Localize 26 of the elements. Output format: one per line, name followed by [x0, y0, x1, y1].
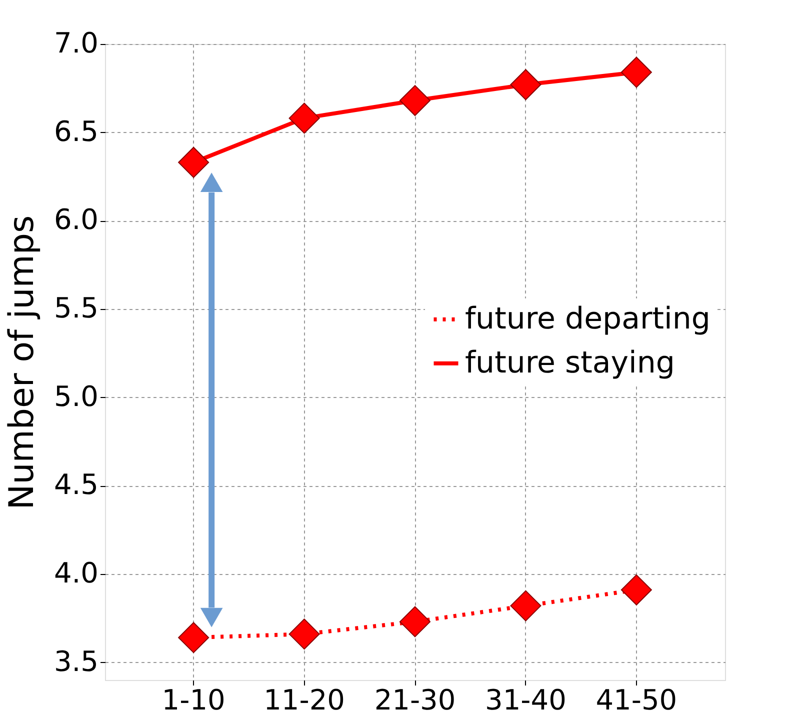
x-tick-label: 1-10 [162, 684, 226, 716]
legend-label: future staying [465, 345, 675, 380]
point [400, 85, 430, 116]
y-tick-label: 5.0 [54, 380, 98, 413]
point [178, 146, 210, 178]
legend-label: future departing [465, 301, 710, 336]
x-tick-label: 11-20 [264, 684, 345, 716]
x-tick-label: 31-40 [485, 684, 566, 716]
point [288, 618, 320, 650]
x-tick-label: 41-50 [596, 684, 678, 716]
y-tick-label: 5.5 [54, 292, 98, 324]
y-axis-title: Number of jumps [2, 215, 42, 510]
x-tick-label: 21-30 [374, 684, 456, 716]
point [510, 590, 542, 622]
point [510, 69, 542, 100]
point [620, 574, 652, 606]
point [178, 622, 210, 654]
y-tick-label: 7.0 [54, 26, 98, 60]
point [400, 606, 430, 638]
y-tick-label: 6.0 [54, 203, 98, 236]
y-tick-label: 3.5 [54, 644, 98, 678]
point [620, 56, 652, 88]
y-tick-label: 4.5 [54, 468, 98, 502]
y-tick-label: 6.5 [54, 114, 98, 148]
y-tick-label: 4.0 [54, 556, 98, 590]
point [288, 102, 320, 134]
